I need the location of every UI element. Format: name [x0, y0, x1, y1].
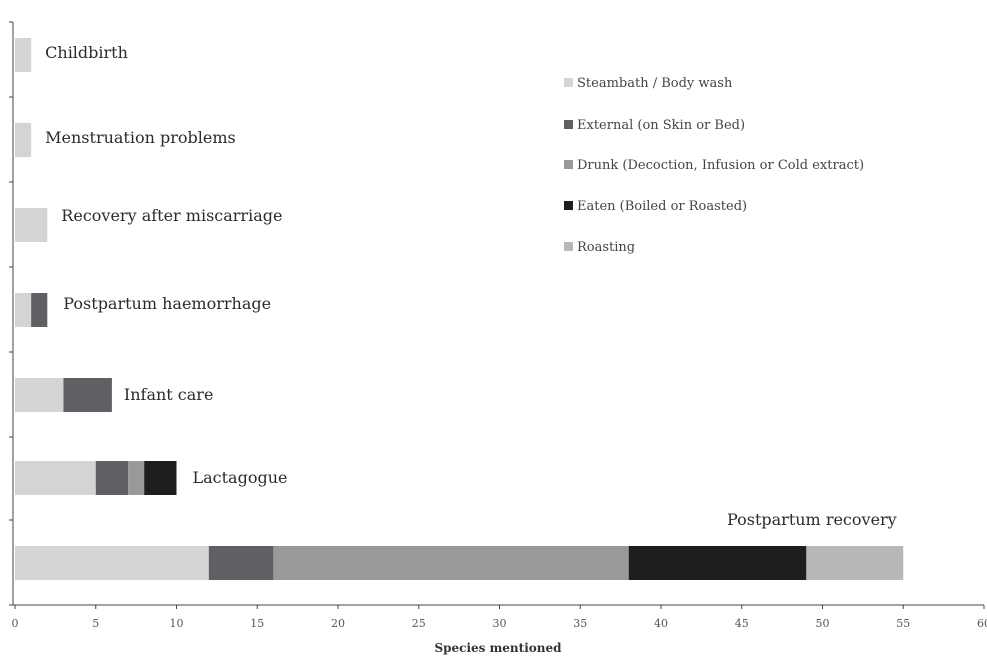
category-labels: Childbirth Menstruation problems Recovery …	[45, 43, 897, 529]
x-tick-label-55: 55	[896, 617, 910, 630]
bar-lactagogue-drunk-decoction-infusion-or-cold-extract	[128, 461, 145, 495]
bar-lactagogue-steambath-body-wash	[15, 461, 96, 495]
y-axis-ticks	[9, 21, 13, 606]
category-label-infant-care: Infant care	[124, 385, 214, 404]
bar-infant-care-steambath-body-wash	[15, 378, 64, 412]
legend-swatch-steambath-body-wash	[564, 78, 573, 87]
x-tick-label-45: 45	[735, 617, 749, 630]
bar-postpartum-recovery-steambath-body-wash	[15, 546, 209, 580]
bar-postpartum-recovery-eaten-boiled-or-roasted	[628, 546, 807, 580]
legend-label-drunk-decoction-infusion-or-cold-extract: Drunk (Decoction, Infusion or Cold extra…	[577, 158, 864, 173]
x-tick-label-20: 20	[331, 617, 345, 630]
legend-swatch-drunk-decoction-infusion-or-cold-extract	[564, 160, 573, 169]
x-tick-label-5: 5	[92, 617, 99, 630]
bar-postpartum-haemorrhage-external-on-skin-or-bed	[31, 293, 48, 327]
x-tick-label-25: 25	[412, 617, 426, 630]
legend-label-external-on-skin-or-bed: External (on Skin or Bed)	[577, 118, 745, 133]
category-label-childbirth: Childbirth	[45, 43, 128, 62]
x-tick-label-0: 0	[12, 617, 19, 630]
legend-swatch-external-on-skin-or-bed	[564, 120, 573, 129]
category-label-menstruation-problems: Menstruation problems	[45, 128, 236, 147]
bar-postpartum-haemorrhage-steambath-body-wash	[15, 293, 32, 327]
bar-postpartum-recovery-external-on-skin-or-bed	[208, 546, 274, 580]
bar-lactagogue-eaten-boiled-or-roasted	[144, 461, 177, 495]
x-tick-label-40: 40	[654, 617, 668, 630]
x-tick-label-35: 35	[573, 617, 587, 630]
bar-postpartum-recovery-roasting	[806, 546, 904, 580]
legend: Steambath / Body wash External (on Skin o…	[564, 76, 864, 255]
bar-infant-care-external-on-skin-or-bed	[63, 378, 112, 412]
bar-postpartum-recovery-drunk-decoction-infusion-or-cold-extract	[273, 546, 629, 580]
x-axis-ticks: 0 5 10 15 20 25 30 35 40 45 50 55 60	[12, 605, 987, 630]
x-tick-label-10: 10	[170, 617, 184, 630]
x-tick-label-60: 60	[977, 617, 987, 630]
bar-recovery-after-miscarriage-steambath-body-wash	[15, 208, 48, 242]
bar-childbirth-steambath-body-wash	[15, 38, 32, 72]
x-tick-label-15: 15	[250, 617, 264, 630]
bar-lactagogue-external-on-skin-or-bed	[95, 461, 129, 495]
category-label-lactagogue: Lactagogue	[193, 468, 288, 487]
category-label-postpartum-recovery: Postpartum recovery	[727, 510, 897, 529]
legend-label-eaten-boiled-or-roasted: Eaten (Boiled or Roasted)	[577, 199, 747, 214]
category-label-recovery-after-miscarriage: Recovery after miscarriage	[61, 206, 282, 225]
legend-swatch-roasting	[564, 242, 573, 251]
legend-label-roasting: Roasting	[577, 240, 635, 255]
legend-label-steambath-body-wash: Steambath / Body wash	[577, 76, 733, 91]
x-tick-label-30: 30	[493, 617, 507, 630]
bar-menstruation-problems-steambath-body-wash	[15, 123, 32, 157]
legend-swatch-eaten-boiled-or-roasted	[564, 201, 573, 210]
category-label-postpartum-haemorrhage: Postpartum haemorrhage	[63, 294, 271, 313]
bars-group	[15, 38, 904, 580]
x-tick-label-50: 50	[816, 617, 830, 630]
x-axis-label: Species mentioned	[434, 641, 562, 655]
